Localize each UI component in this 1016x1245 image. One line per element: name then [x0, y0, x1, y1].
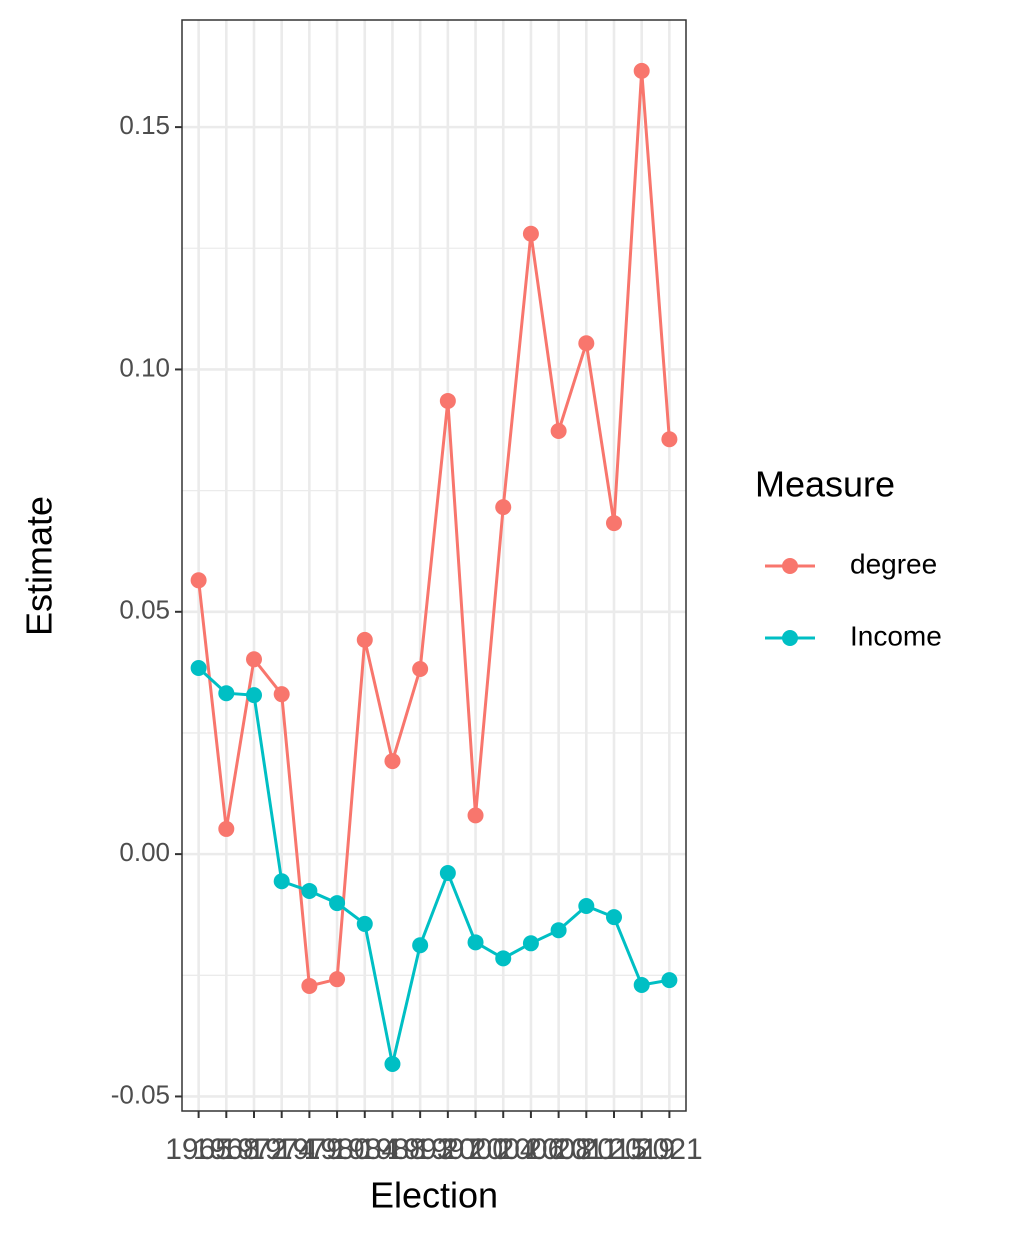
- data-point: [384, 753, 401, 770]
- x-tick-label: 1988: [359, 1133, 426, 1166]
- data-point: [550, 423, 567, 440]
- data-point: [522, 225, 539, 242]
- data-point: [218, 820, 235, 837]
- x-tick-label: 2004: [470, 1133, 537, 1166]
- data-point: [273, 873, 290, 890]
- y-tick-label: -0.05: [111, 1079, 170, 1109]
- data-point: [329, 895, 346, 912]
- y-axis-title: Estimate: [19, 496, 60, 636]
- x-tick-label: 1980: [304, 1133, 371, 1166]
- x-tick-label: 2019: [608, 1133, 675, 1166]
- data-point: [218, 685, 235, 702]
- data-point: [661, 972, 678, 989]
- x-tick-label: 1993: [387, 1133, 454, 1166]
- legend-label: degree: [850, 548, 937, 579]
- data-point: [661, 431, 678, 448]
- data-point: [522, 935, 539, 952]
- y-tick-label: 0.10: [119, 352, 170, 382]
- y-tick-label: 0.05: [119, 595, 170, 625]
- data-point: [578, 897, 595, 914]
- data-point: [412, 937, 429, 954]
- data-point: [467, 934, 484, 951]
- data-point: [246, 687, 262, 704]
- panel: [182, 20, 686, 1111]
- y-tick-label: 0.00: [119, 837, 170, 867]
- x-tick-label: 1968: [193, 1133, 260, 1166]
- x-tick-label: 1974: [248, 1133, 315, 1166]
- data-point: [578, 335, 595, 352]
- data-point: [246, 651, 262, 668]
- data-point: [495, 499, 512, 516]
- x-tick-label: 2021: [636, 1133, 703, 1166]
- data-point: [495, 950, 512, 967]
- x-tick-label: 2011: [554, 1133, 619, 1166]
- legend-key-point: [782, 630, 798, 646]
- data-point: [439, 392, 456, 409]
- data-point: [412, 660, 429, 677]
- data-point: [273, 686, 290, 703]
- data-point: [633, 62, 650, 79]
- data-point: [329, 971, 346, 988]
- panel-border: [181, 19, 687, 1112]
- data-point: [633, 976, 650, 993]
- data-point: [190, 572, 207, 589]
- data-point: [439, 865, 456, 882]
- x-tick-label: 2008: [525, 1133, 592, 1166]
- data-point: [190, 660, 207, 677]
- legend-label: Income: [850, 620, 942, 651]
- y-tick-label: 0.15: [119, 110, 170, 140]
- data-point: [606, 909, 622, 926]
- data-point: [356, 631, 373, 648]
- data-point: [301, 977, 318, 994]
- data-point: [356, 915, 373, 932]
- data-point: [301, 882, 318, 899]
- x-tick-label: 1965: [165, 1133, 232, 1166]
- legend-title: Measure: [755, 464, 895, 505]
- x-tick-label: 2000: [442, 1133, 509, 1166]
- x-tick-label: 1997: [414, 1133, 481, 1166]
- data-point: [550, 922, 567, 939]
- x-tick-label: 2015: [581, 1133, 648, 1166]
- x-axis-title: Election: [370, 1175, 498, 1216]
- x-tick-label: 1972: [221, 1133, 288, 1166]
- data-point: [606, 515, 622, 532]
- x-tick-label: 1984: [331, 1133, 398, 1166]
- x-tick-label: 1979: [276, 1133, 343, 1166]
- x-tick-label: 2006: [498, 1133, 565, 1166]
- data-point: [467, 807, 484, 824]
- data-point: [384, 1055, 401, 1072]
- legend-key-point: [782, 558, 798, 574]
